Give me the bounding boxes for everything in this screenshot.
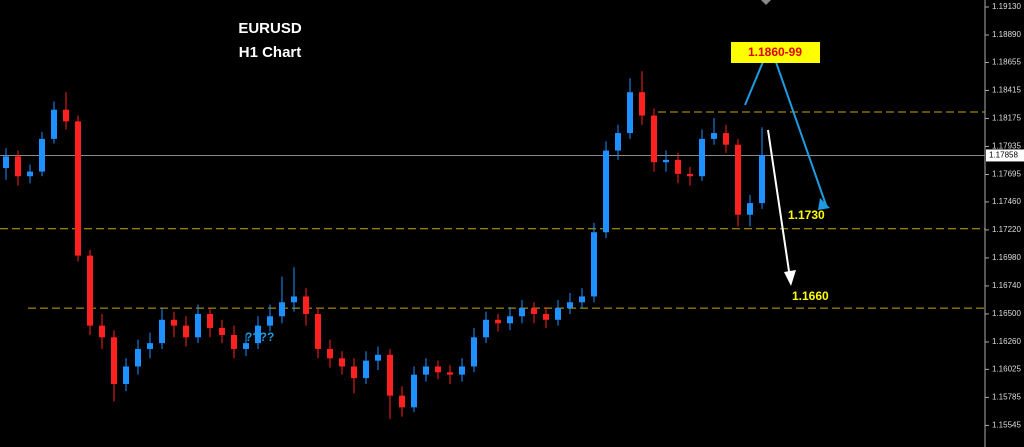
candle-body (39, 138, 45, 172)
candle-body (3, 156, 9, 169)
candle-body (627, 92, 633, 134)
arrow-head (818, 198, 830, 210)
candle-body (51, 109, 57, 139)
candle-body (339, 358, 345, 367)
candle-body (135, 348, 141, 367)
scroll-marker (761, 0, 771, 5)
y-tick-label: 1.16740 (992, 281, 1021, 290)
candle-body (735, 144, 741, 215)
candle-body (543, 313, 549, 320)
current-price-label: 1.17858 (989, 151, 1018, 160)
candle-body (27, 171, 33, 177)
arrow (767, 129, 791, 279)
candle-body (351, 366, 357, 379)
y-tick-label: 1.17460 (992, 197, 1021, 206)
candle-body (363, 360, 369, 379)
candle-body (375, 354, 381, 361)
candle-body (63, 109, 69, 122)
y-tick-label: 1.16980 (992, 253, 1021, 262)
candle-body (207, 313, 213, 328)
candle-body (399, 395, 405, 408)
candle-body (291, 296, 297, 303)
candle-body (99, 325, 105, 338)
candle-body (423, 366, 429, 375)
candle-body (471, 337, 477, 367)
candle-body (15, 156, 21, 177)
candle-body (459, 366, 465, 375)
candle-body (711, 133, 717, 139)
candle-body (435, 366, 441, 373)
y-tick-label: 1.15545 (992, 421, 1021, 430)
candle-body (567, 302, 573, 309)
candle-body (723, 133, 729, 145)
candle-body (519, 308, 525, 317)
candle-body (219, 327, 225, 335)
candle-body (639, 92, 645, 116)
candle-body (747, 203, 753, 215)
candle-body (651, 115, 657, 163)
y-tick-label: 1.17935 (992, 142, 1021, 151)
arrow-head (784, 270, 796, 286)
candle-body (267, 316, 273, 326)
y-tick-label: 1.18415 (992, 86, 1021, 95)
candle-body (315, 313, 321, 349)
candle-body (147, 343, 153, 349)
chart-subtitle: H1 Chart (239, 44, 302, 61)
candle-body (531, 308, 537, 314)
annotation: 1.1860-99 (748, 45, 802, 59)
candle-body (255, 325, 261, 344)
candle-body (555, 308, 561, 320)
candle-body (507, 316, 513, 324)
y-tick-label: 1.15785 (992, 393, 1021, 402)
candle-body (159, 319, 165, 344)
candle-body (495, 319, 501, 324)
candle-body (327, 348, 333, 359)
y-tick-label: 1.16025 (992, 364, 1021, 373)
candle-body (759, 155, 765, 204)
candle-body (123, 366, 129, 384)
candle-body (663, 159, 669, 163)
candle-body (195, 313, 201, 338)
candle-body (171, 319, 177, 326)
y-tick-label: 1.17220 (992, 225, 1021, 234)
current-price-box (986, 149, 1024, 162)
candle-body (87, 255, 93, 326)
candle-body (231, 334, 237, 349)
y-tick-label: 1.18175 (992, 114, 1021, 123)
plot (0, 71, 985, 419)
candle-body (615, 133, 621, 151)
candle-body (591, 232, 597, 297)
candle-body (483, 319, 489, 338)
candle-body (603, 150, 609, 233)
candle-body (447, 372, 453, 375)
annotation: 1.1730 (788, 208, 825, 222)
y-tick-label: 1.18655 (992, 58, 1021, 67)
candle-body (111, 337, 117, 384)
candle-body (303, 296, 309, 314)
candle-body (687, 173, 693, 177)
candle-body (243, 343, 249, 349)
annotation: 1.1660 (792, 289, 829, 303)
candle-body (675, 159, 681, 174)
candle-body (387, 354, 393, 396)
y-tick-label: 1.18890 (992, 30, 1021, 39)
candle-body (75, 121, 81, 256)
candle-body (279, 302, 285, 317)
candle-body (411, 374, 417, 408)
y-tick-label: 1.19130 (992, 2, 1021, 11)
y-tick-label: 1.16500 (992, 309, 1021, 318)
candle-body (183, 325, 189, 338)
annotation: ???? (245, 330, 274, 344)
annotation-box (731, 42, 820, 63)
candle-body (579, 296, 585, 303)
chart-title: EURUSD (238, 20, 302, 37)
y-tick-label: 1.17695 (992, 170, 1021, 179)
y-tick-label: 1.16260 (992, 337, 1021, 346)
candle-body (699, 138, 705, 177)
